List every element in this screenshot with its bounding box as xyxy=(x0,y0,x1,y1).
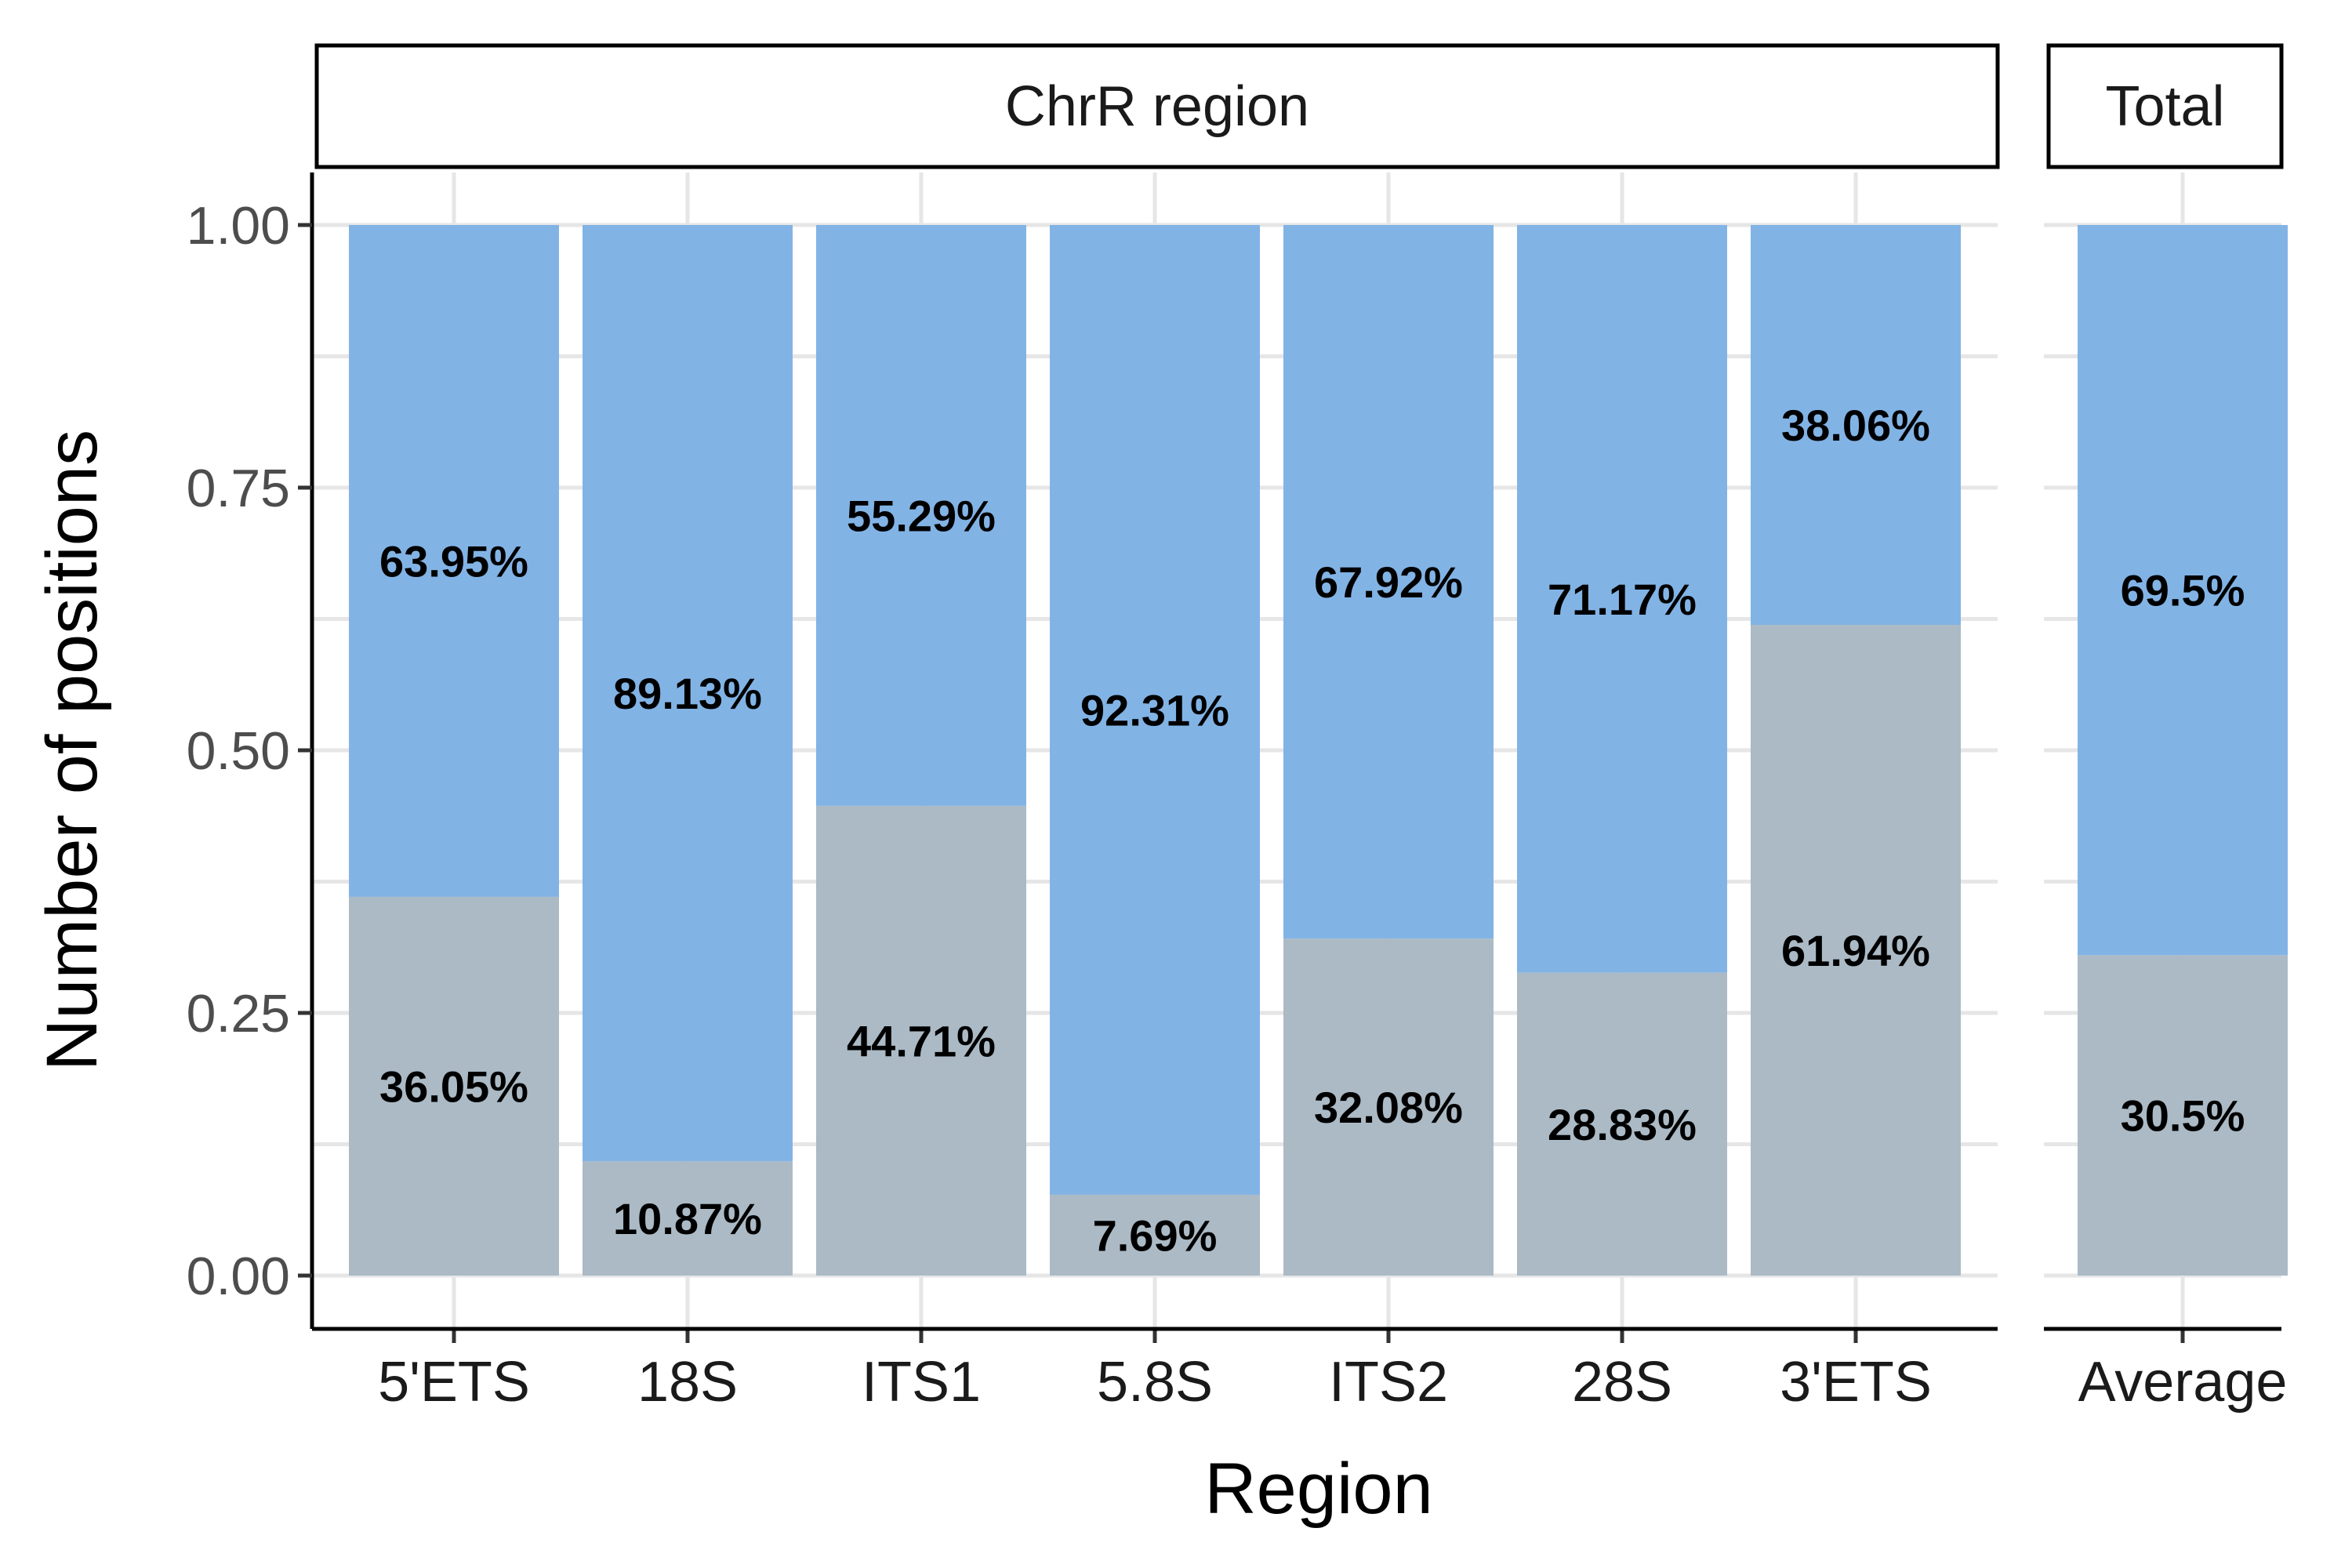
data-label-bottom: 61.94% xyxy=(1781,926,1930,975)
data-label-bottom: 28.83% xyxy=(1548,1100,1697,1149)
facet-strip xyxy=(314,43,2000,169)
facet-panel: Total 30.5% 69.5% Average xyxy=(2044,43,2288,1414)
bar-top-segment xyxy=(1751,225,1961,626)
bar-top-segment xyxy=(349,225,559,897)
y-tick-label: 1.00 xyxy=(187,196,290,256)
x-tick-label: 18S xyxy=(637,1351,738,1414)
bar-bottom-segment xyxy=(1283,938,1494,1276)
bar-bottom-segment xyxy=(2078,955,2288,1276)
y-tick-label: 0.25 xyxy=(187,984,290,1044)
bar-bottom-segment xyxy=(1751,625,1961,1276)
data-label-top: 55.29% xyxy=(847,491,996,540)
x-tick-label: 3'ETS xyxy=(1780,1351,1932,1414)
x-tick-label: 5'ETS xyxy=(378,1351,530,1414)
facet-strip-label: Total xyxy=(2105,75,2224,138)
data-label-top: 67.92% xyxy=(1314,557,1463,607)
bar-bottom-segment xyxy=(349,896,559,1276)
data-label-top: 69.5% xyxy=(2121,566,2245,615)
bar-top-segment xyxy=(816,225,1026,806)
x-tick-label: ITS1 xyxy=(862,1351,981,1414)
data-label-bottom: 44.71% xyxy=(847,1016,996,1065)
data-label-bottom: 10.87% xyxy=(613,1194,762,1243)
data-label-top: 38.06% xyxy=(1781,401,1930,450)
bar-top-segment xyxy=(1050,225,1260,1195)
data-label-bottom: 36.05% xyxy=(379,1062,528,1111)
data-label-top: 71.17% xyxy=(1548,575,1697,624)
x-tick-label: Average xyxy=(2078,1351,2288,1414)
bar-top-segment xyxy=(1517,225,1727,973)
facet-strip-label: ChrR region xyxy=(1005,75,1309,138)
y-tick-label: 0.00 xyxy=(187,1247,290,1306)
y-tick-label: 0.75 xyxy=(187,459,290,518)
bar-top-segment xyxy=(2078,225,2288,956)
x-tick-label: 28S xyxy=(1572,1351,1672,1414)
x-tick-label: ITS2 xyxy=(1329,1351,1448,1414)
y-tick-label: 0.50 xyxy=(187,721,290,781)
facet-strip xyxy=(2046,43,2284,169)
bar-bottom-segment xyxy=(583,1161,793,1276)
facet-panels: ChrR region 36.05% 63.95% 5'ETS 10.87% 89.13%… xyxy=(187,43,2288,1414)
data-label-top: 63.95% xyxy=(379,536,528,586)
x-tick-label: 5.8S xyxy=(1097,1351,1213,1414)
bar-bottom-segment xyxy=(1517,972,1727,1276)
data-label-bottom: 7.69% xyxy=(1093,1210,1218,1260)
data-label-bottom: 30.5% xyxy=(2121,1091,2245,1141)
x-axis-title: Region xyxy=(1204,1449,1433,1529)
bar-top-segment xyxy=(583,225,793,1162)
data-label-top: 92.31% xyxy=(1080,685,1229,735)
y-axis-title: Number of positions xyxy=(32,430,112,1071)
bar-bottom-segment xyxy=(816,805,1026,1276)
bar-top-segment xyxy=(1283,225,1494,939)
bar-bottom-segment xyxy=(1050,1194,1260,1276)
data-label-top: 89.13% xyxy=(613,669,762,718)
data-label-bottom: 32.08% xyxy=(1314,1083,1463,1132)
facet-panel: ChrR region 36.05% 63.95% 5'ETS 10.87% 89.13%… xyxy=(312,43,2000,1414)
